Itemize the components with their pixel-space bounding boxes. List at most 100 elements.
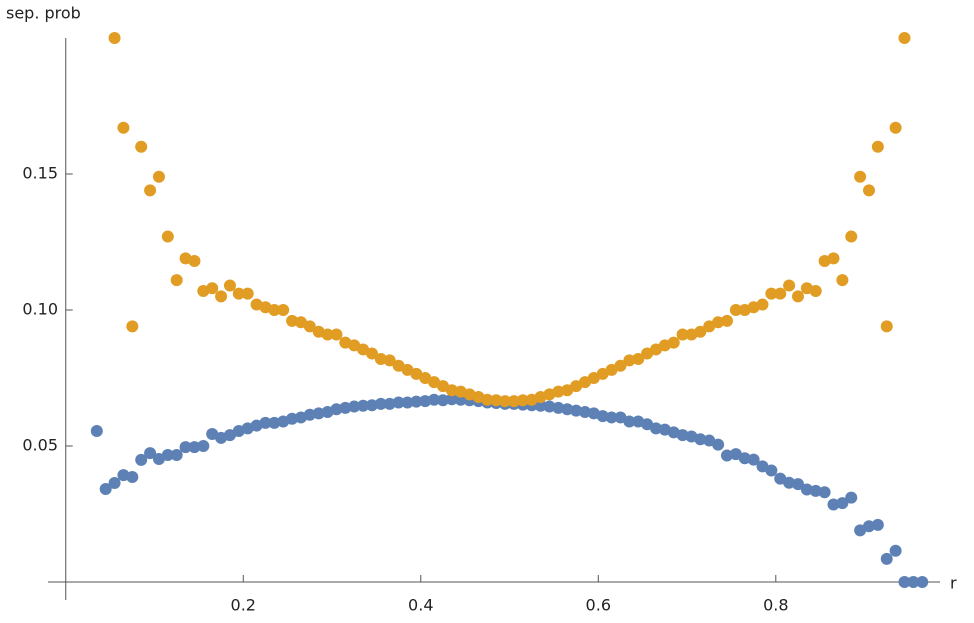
point <box>135 140 148 153</box>
x-tick-label: 0.8 <box>763 596 788 615</box>
point <box>161 230 174 243</box>
point <box>809 284 822 297</box>
point <box>880 320 893 333</box>
point <box>765 287 778 300</box>
point <box>907 576 920 588</box>
point <box>215 290 228 303</box>
point <box>836 274 849 287</box>
y-tick-label: 0.05 <box>22 436 58 455</box>
point <box>383 397 396 410</box>
point <box>161 448 174 461</box>
point <box>303 320 316 333</box>
y-tick-label: 0.10 <box>22 300 58 319</box>
point <box>632 352 645 365</box>
point <box>410 395 423 408</box>
point <box>99 482 112 495</box>
point <box>676 429 689 442</box>
point <box>738 452 751 465</box>
point <box>339 401 352 414</box>
x-tick-label: 0.6 <box>586 596 611 615</box>
point <box>117 121 130 134</box>
point <box>401 396 414 409</box>
point <box>889 544 902 557</box>
point <box>694 325 707 338</box>
point <box>516 394 529 407</box>
point <box>667 336 680 349</box>
point <box>916 576 929 588</box>
point <box>871 518 884 531</box>
point <box>676 328 689 341</box>
point <box>357 399 370 412</box>
point <box>747 453 760 466</box>
point <box>241 287 254 300</box>
x-tick-label: 0.2 <box>231 596 256 615</box>
point <box>552 401 565 414</box>
x-tick-label: 0.4 <box>408 596 433 615</box>
point <box>791 290 804 303</box>
point <box>286 314 299 327</box>
point <box>144 447 157 460</box>
point <box>108 32 121 44</box>
point <box>649 422 662 435</box>
point <box>223 279 236 292</box>
point <box>499 395 512 408</box>
point <box>383 354 396 367</box>
point <box>374 352 387 365</box>
y-tick-label: 0.15 <box>22 164 58 183</box>
point <box>720 449 733 462</box>
point <box>312 407 325 420</box>
point <box>712 438 725 451</box>
point <box>862 184 875 197</box>
point <box>765 464 778 477</box>
point <box>623 354 636 367</box>
point <box>286 412 299 425</box>
point <box>756 298 769 311</box>
point <box>783 279 796 292</box>
point <box>197 440 210 452</box>
point <box>348 400 361 413</box>
point <box>490 394 503 407</box>
point <box>898 32 911 44</box>
point <box>552 385 565 398</box>
point <box>845 230 858 243</box>
y-axis-label: sep. prob <box>6 4 81 23</box>
point <box>880 552 893 565</box>
point <box>374 397 387 410</box>
point <box>365 347 378 360</box>
point <box>614 359 627 372</box>
point <box>720 314 733 327</box>
point <box>330 328 343 341</box>
point <box>898 576 911 588</box>
point <box>90 425 103 438</box>
point <box>783 476 796 489</box>
point <box>818 486 831 499</box>
point <box>481 393 494 406</box>
point <box>871 140 884 153</box>
point <box>854 170 867 183</box>
point <box>277 304 290 316</box>
point <box>179 441 192 454</box>
point <box>605 411 618 424</box>
point <box>330 403 343 416</box>
point <box>268 416 281 429</box>
point <box>809 484 822 497</box>
point <box>800 483 813 496</box>
point <box>126 471 139 484</box>
point <box>268 304 281 316</box>
point <box>543 400 556 413</box>
point <box>135 453 148 466</box>
point <box>791 478 804 491</box>
point <box>144 184 157 197</box>
point <box>188 441 201 454</box>
point <box>152 170 165 183</box>
x-axis-label: r <box>950 574 957 593</box>
point <box>534 399 547 412</box>
point <box>729 304 742 316</box>
point <box>845 491 858 504</box>
point <box>712 316 725 329</box>
point <box>259 416 272 429</box>
point <box>507 395 520 408</box>
point <box>232 287 245 300</box>
point <box>126 320 139 333</box>
